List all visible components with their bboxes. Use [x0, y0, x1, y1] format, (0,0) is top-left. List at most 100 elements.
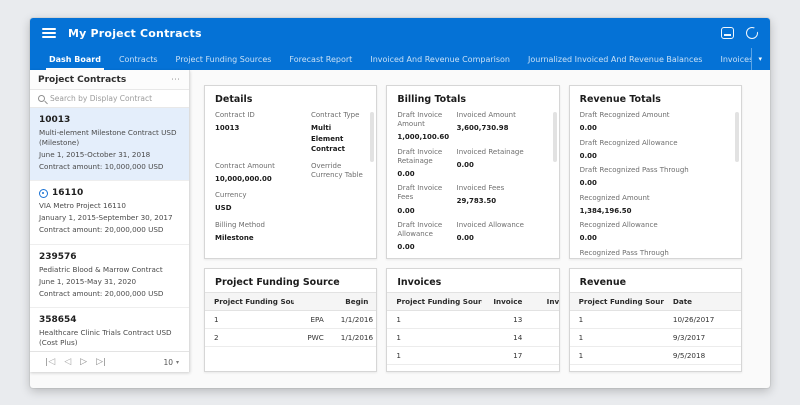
table-row[interactable]: 2 PWC 1/1/2016 — [205, 328, 377, 347]
table-row[interactable]: 110/31/2018 — [569, 364, 741, 371]
panel-title: Billing Totals — [397, 94, 467, 105]
tab-invoiced-and-revenue-comparison[interactable]: Invoiced And Revenue Comparison — [370, 54, 510, 64]
revenue-totals-panel: Revenue Totals Draft Recognized Amount 0.… — [568, 85, 742, 259]
field-value: USD — [215, 204, 232, 213]
tab-dash-board[interactable]: Dash Board — [40, 48, 110, 70]
details-panel: Details Contract ID 10013 Contract Type … — [204, 85, 378, 259]
column-header[interactable]: Project Funding Source — [569, 292, 664, 311]
window-icon[interactable] — [721, 27, 734, 39]
field-label: Contract Type — [311, 111, 360, 119]
hamburger-menu-icon[interactable] — [42, 28, 56, 38]
status-clock-icon — [39, 188, 48, 198]
project-funding-source-panel: Project Funding Source Project Funding S… — [204, 268, 378, 372]
first-page-button[interactable]: ◁ — [46, 357, 55, 367]
field-value: 0.00 — [456, 234, 474, 243]
contract-name: Healthcare Clinic Trials Contract USD (C… — [39, 327, 172, 347]
contract-list: 10013 Multi-element Milestone Contract U… — [30, 108, 189, 351]
content-area: Project Contracts ⋯ 10013 Multi-element … — [30, 70, 770, 388]
billing-totals-panel: Billing Totals Draft Invoice Amount 1,000… — [386, 85, 560, 259]
field-value: 3,600,730.98 — [456, 124, 509, 133]
field-label: Recognized Pass Through — [579, 248, 669, 257]
table-row[interactable]: 1149/22/2016 — [387, 328, 559, 347]
table-header-row: Project Funding Source Date — [569, 292, 741, 311]
revenue-table: Project Funding Source Date 1 10/26/2017 … — [569, 292, 741, 371]
field-label: Draft Recognized Amount — [579, 111, 670, 119]
field-label: Draft Recognized Pass Through — [579, 166, 689, 175]
search-bar — [30, 90, 189, 108]
tab-invoices[interactable]: Invoices — [720, 54, 752, 64]
field-value: 1,000,100.60 — [397, 133, 450, 142]
contract-amount: Contract amount: 10,000,000 USD — [39, 162, 164, 172]
tab-journalized-invoiced-and-revenue-balances[interactable]: Journalized Invoiced And Revenue Balance… — [528, 54, 703, 64]
panel-scrollbar[interactable] — [370, 112, 375, 162]
chevron-down-icon: ▾ — [175, 358, 179, 366]
table-row[interactable]: 11711/30/20 — [387, 346, 559, 365]
field-label: Draft Invoice Fees — [397, 184, 443, 202]
field-value: 0.00 — [397, 243, 415, 252]
panel-scrollbar[interactable] — [552, 112, 557, 162]
search-icon — [38, 95, 45, 102]
table-row[interactable]: 1 9/5/2018 — [569, 346, 741, 365]
contract-list-item-239576[interactable]: 239576 Pediatric Blood & Marrow Contract… — [30, 245, 189, 308]
panel-title: Details — [215, 94, 253, 105]
panel-title: Revenue — [579, 277, 627, 288]
field-value: 0.00 — [579, 179, 597, 188]
column-header[interactable]: Project Funding Source — [205, 292, 295, 311]
contract-id: 10013 — [39, 115, 71, 125]
field-label: Billing Method — [215, 220, 265, 229]
column-header[interactable]: Invoice — [482, 292, 531, 311]
table-row[interactable]: 1 9/3/2017 — [569, 328, 741, 347]
field-value: 0.00 — [456, 160, 474, 169]
column-header[interactable]: Begin — [331, 292, 377, 311]
field-value: 0.00 — [397, 169, 415, 178]
app-header: My Project Contracts — [30, 18, 770, 48]
next-page-button[interactable]: ▷ — [80, 357, 88, 367]
column-header[interactable] — [294, 292, 332, 311]
field-label: Invoiced Amount — [456, 111, 516, 119]
revenue-panel: Revenue Project Funding Source Date 1 10/… — [568, 268, 742, 372]
contract-dates: June 1, 2015-October 31, 2018 — [39, 150, 151, 160]
tab-forecast-report[interactable]: Forecast Report — [289, 54, 353, 64]
previous-page-button[interactable]: ◁ — [64, 357, 72, 367]
field-value: Milestone — [215, 233, 254, 242]
panel-title: Project Funding Source — [215, 277, 340, 288]
tab-project-funding-sources[interactable]: Project Funding Sources — [175, 54, 272, 64]
page-size-select[interactable]: 10 ▾ — [163, 357, 179, 367]
column-header[interactable]: Invoice Date — [530, 292, 559, 311]
app-title: My Project Contracts — [68, 26, 202, 40]
table-row[interactable]: 1 EPA 1/1/2016 — [205, 310, 377, 329]
contract-id: 239576 — [39, 251, 77, 262]
table-row[interactable]: 1139/22/2016 — [387, 310, 559, 329]
contract-id: 16110 — [39, 188, 180, 198]
sidebar-title: Project Contracts — [38, 75, 127, 85]
panel-title: Revenue Totals — [579, 94, 661, 105]
contract-id: 358654 — [39, 314, 77, 325]
tab-contracts[interactable]: Contracts — [118, 54, 158, 64]
tab-overflow-caret-icon[interactable]: ▾ — [751, 48, 770, 70]
contract-amount: Contract amount: 20,000,000 USD — [39, 288, 164, 298]
contract-amount: Contract amount: 20,000,000 USD — [39, 225, 164, 235]
table-row[interactable]: 1192/28/2017 — [387, 364, 559, 371]
contract-name: Multi-element Milestone Contract USD (Mi… — [39, 128, 177, 148]
column-header[interactable]: Project Funding Source — [387, 292, 483, 311]
dashboard-panels: Details Contract ID 10013 Contract Type … — [190, 70, 770, 388]
contracts-sidebar: Project Contracts ⋯ 10013 Multi-element … — [30, 70, 190, 372]
last-page-button[interactable]: ▷ — [96, 357, 106, 367]
refresh-icon[interactable] — [746, 27, 758, 39]
funding-table: Project Funding Source Begin 1EPA1/1/201… — [205, 292, 377, 347]
field-label: Invoiced Fees — [456, 184, 505, 193]
tab-strip: Dash Board Contracts Project Funding Sou… — [40, 48, 751, 70]
field-value: 10013 — [215, 124, 240, 133]
column-header[interactable]: Date — [663, 292, 741, 311]
contract-dates: January 1, 2015-September 30, 2017 — [39, 213, 173, 223]
contract-name: VIA Metro Project 16110 — [39, 201, 126, 211]
contract-list-item-16110[interactable]: 16110 VIA Metro Project 16110 January 1,… — [30, 181, 189, 245]
overflow-menu-icon[interactable]: ⋯ — [171, 75, 181, 85]
panel-scrollbar[interactable] — [734, 112, 739, 162]
contract-list-item-358654[interactable]: 358654 Healthcare Clinic Trials Contract… — [30, 308, 189, 351]
table-row[interactable]: 1 10/26/2017 — [569, 310, 741, 329]
contract-list-item-10013[interactable]: 10013 Multi-element Milestone Contract U… — [30, 108, 189, 182]
search-input[interactable] — [50, 94, 181, 103]
field-label: Contract Amount — [215, 161, 275, 170]
field-label: Invoiced Pass Through — [457, 258, 549, 259]
